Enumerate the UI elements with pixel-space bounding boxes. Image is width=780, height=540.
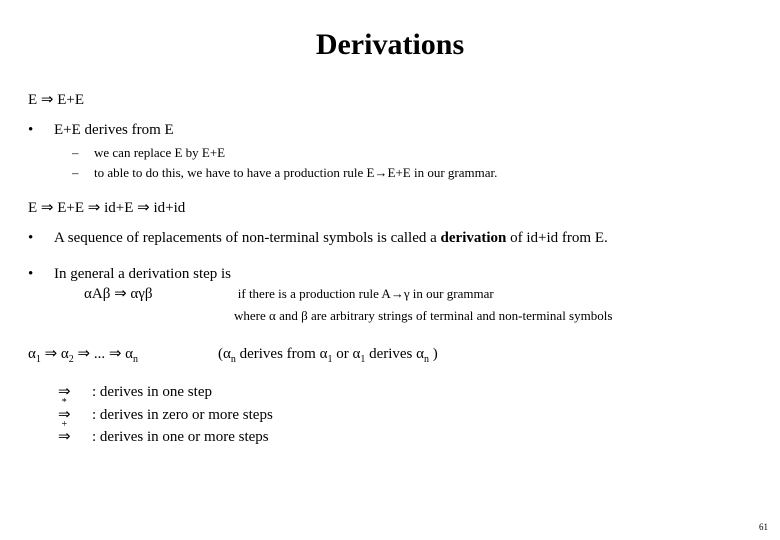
seq-sub: 1 bbox=[360, 354, 365, 365]
legend-2-text: : derives in zero or more steps bbox=[92, 405, 273, 425]
seqr-d: derives α bbox=[365, 346, 424, 362]
dash-icon: – bbox=[72, 164, 94, 182]
bullet-3: • In general a derivation step is αAβ ⇒ … bbox=[28, 264, 752, 324]
page-number: 61 bbox=[759, 522, 768, 532]
seq-sub: 2 bbox=[69, 354, 74, 365]
seqr-a: (α bbox=[218, 346, 231, 362]
seqr-c: or α bbox=[332, 346, 360, 362]
bullet-3-text: In general a derivation step is αAβ ⇒ αγ… bbox=[54, 264, 752, 324]
bullet-2: • A sequence of replacements of non-term… bbox=[28, 228, 752, 248]
seq-a: α bbox=[28, 346, 36, 362]
legend-3-text: : derives in one or more steps bbox=[92, 427, 269, 447]
derivation-step-line: αAβ ⇒ αγβ if there is a production rule … bbox=[54, 284, 752, 304]
step-lhs: αAβ ⇒ αγβ bbox=[54, 284, 234, 304]
bullet-2-lead: A sequence of replacements of non-termin… bbox=[54, 230, 441, 246]
seq-b: ⇒ α bbox=[41, 346, 69, 362]
legend-row-2: *⇒ : derives in zero or more steps bbox=[58, 405, 752, 425]
bullet-2-bold: derivation bbox=[441, 230, 507, 246]
derivation-line-1: E ⇒ E+E bbox=[0, 90, 780, 110]
bullet-2-tail: of id+id from E. bbox=[506, 230, 607, 246]
bullet-3-line1: In general a derivation step is bbox=[54, 264, 752, 284]
legend-row-1: ⇒ : derives in one step bbox=[58, 382, 752, 402]
legend-row-3: +⇒ : derives in one or more steps bbox=[58, 427, 752, 447]
seq-sub: n bbox=[231, 354, 236, 365]
sub-bullet-1b: – to able to do this, we have to have a … bbox=[72, 164, 752, 182]
seq-c: ⇒ ... ⇒ α bbox=[74, 346, 133, 362]
sequence-line: α1 ⇒ α2 ⇒ ... ⇒ αn (αn derives from α1 o… bbox=[0, 344, 780, 364]
dash-icon: – bbox=[72, 144, 94, 162]
slide: Derivations E ⇒ E+E • E+E derives from E… bbox=[0, 0, 780, 540]
step-where: where α and β are arbitrary strings of t… bbox=[234, 307, 752, 325]
seqr-e: ) bbox=[429, 346, 438, 362]
sequence-right: (αn derives from α1 or α1 derives αn ) bbox=[218, 344, 438, 364]
slide-title: Derivations bbox=[0, 0, 780, 62]
bullet-dot-icon: • bbox=[28, 120, 54, 140]
legend-block: ⇒ : derives in one step *⇒ : derives in … bbox=[0, 382, 780, 447]
sub-1a-text: we can replace E by E+E bbox=[94, 144, 752, 162]
derivation-line-2: E ⇒ E+E ⇒ id+E ⇒ id+id bbox=[0, 198, 780, 218]
derives-plus-icon: +⇒ bbox=[58, 427, 92, 447]
bullet-2-block: • A sequence of replacements of non-term… bbox=[0, 228, 780, 248]
bullet-dot-icon: • bbox=[28, 264, 54, 324]
bullet-3-block: • In general a derivation step is αAβ ⇒ … bbox=[0, 264, 780, 324]
bullet-1-block: • E+E derives from E – we can replace E … bbox=[0, 120, 780, 181]
seq-sub: n bbox=[133, 354, 138, 365]
star-mark: * bbox=[62, 396, 67, 410]
sub-1b-text: to able to do this, we have to have a pr… bbox=[94, 164, 752, 182]
seq-sub: 1 bbox=[36, 354, 41, 365]
seq-sub: n bbox=[424, 354, 429, 365]
step-if: if there is a production rule A→γ in our… bbox=[238, 286, 494, 301]
plus-mark: + bbox=[61, 418, 67, 432]
sequence-left: α1 ⇒ α2 ⇒ ... ⇒ αn bbox=[28, 344, 218, 364]
seqr-b: derives from α bbox=[236, 346, 328, 362]
legend-1-text: : derives in one step bbox=[92, 382, 212, 402]
bullet-1-text: E+E derives from E bbox=[54, 120, 752, 140]
bullet-1: • E+E derives from E bbox=[28, 120, 752, 140]
seq-sub: 1 bbox=[327, 354, 332, 365]
sub-bullet-1a: – we can replace E by E+E bbox=[72, 144, 752, 162]
bullet-dot-icon: • bbox=[28, 228, 54, 248]
bullet-2-text: A sequence of replacements of non-termin… bbox=[54, 228, 752, 248]
